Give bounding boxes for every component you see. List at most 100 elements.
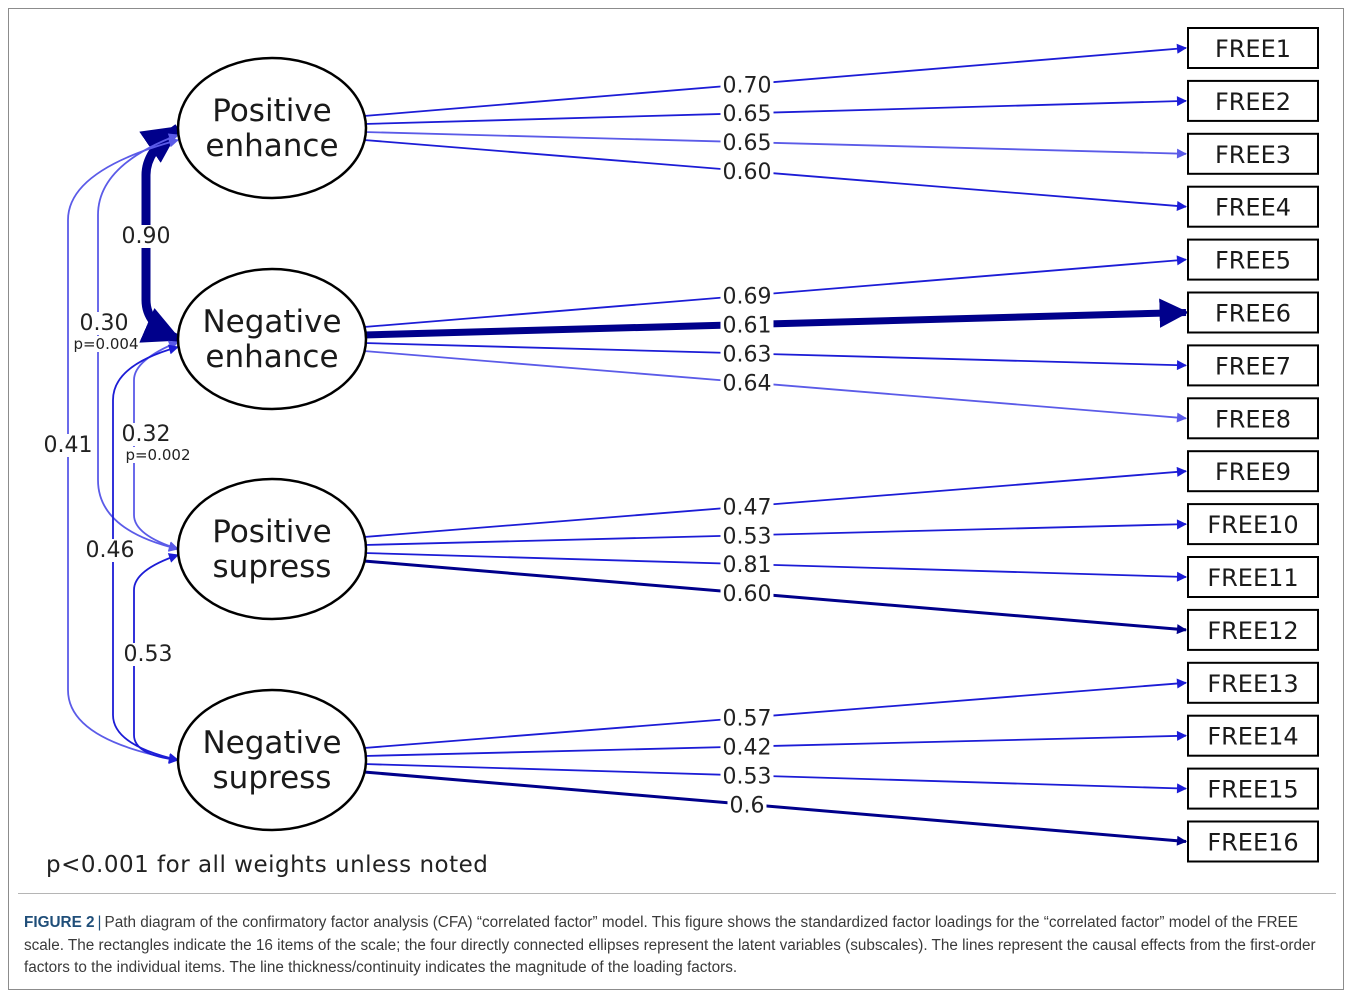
item-label: FREE3 xyxy=(1215,141,1291,169)
loading-label-free6: 0.61 xyxy=(723,314,772,339)
item-rect xyxy=(1187,344,1319,387)
item-box-free4: FREE4 xyxy=(1187,185,1319,228)
caption-divider xyxy=(18,893,1336,894)
correlation-label-ne-ps: 0.32 xyxy=(122,422,171,447)
item-box-free1: FREE1 xyxy=(1187,27,1319,69)
loading-path-free2 xyxy=(363,96,1187,125)
loading-path-free8 xyxy=(363,350,1187,423)
loading-label-bg xyxy=(720,286,774,308)
item-rect xyxy=(1187,238,1319,281)
item-box-free8: FREE8 xyxy=(1187,397,1319,440)
loading-label-free8: 0.64 xyxy=(723,371,772,396)
correlation-label-bg xyxy=(121,643,175,666)
latent-label-line: Positive xyxy=(212,93,332,129)
item-box-free5: FREE5 xyxy=(1187,238,1319,281)
item-rect xyxy=(1187,185,1319,228)
loading-label-free14: 0.42 xyxy=(723,736,772,761)
item-box-free7: FREE7 xyxy=(1187,344,1319,387)
item-label: FREE5 xyxy=(1215,247,1291,275)
item-rect xyxy=(1187,503,1319,546)
item-rect xyxy=(1187,661,1319,704)
loading-label-free12: 0.60 xyxy=(723,582,772,607)
item-label: FREE14 xyxy=(1207,723,1298,751)
correlation-label-pe-ne: 0.90 xyxy=(122,224,171,249)
latent-label-line: enhance xyxy=(205,128,338,164)
item-label: FREE9 xyxy=(1215,458,1291,486)
loading-path-free10 xyxy=(363,519,1187,546)
latent-ellipse xyxy=(176,688,368,832)
item-rect xyxy=(1187,450,1319,493)
loading-paths xyxy=(363,43,1189,846)
correlation-path-ne-ps xyxy=(133,340,179,552)
correlation-label-ne-ns: 0.46 xyxy=(86,538,135,563)
latent-label-line: Positive xyxy=(212,514,332,550)
item-box-free14: FREE14 xyxy=(1187,714,1319,757)
correlation-label-bg xyxy=(41,434,95,457)
item-rect xyxy=(1187,79,1319,122)
correlation-pvalue-ne-ps: p=0.002 xyxy=(125,446,190,464)
item-label: FREE11 xyxy=(1207,564,1298,592)
loading-path-free1 xyxy=(363,43,1187,117)
loading-path-free3 xyxy=(363,131,1187,159)
item-box-free6: FREE6 xyxy=(1187,291,1319,334)
loading-label-bg xyxy=(720,497,774,519)
loading-label-bg xyxy=(720,708,774,730)
correlation-label-bg xyxy=(119,225,173,248)
figure-label: FIGURE 2 xyxy=(24,914,95,931)
item-rect xyxy=(1187,132,1319,175)
item-rect xyxy=(1187,27,1319,69)
latent-label-line: supress xyxy=(213,549,332,585)
latent-ellipse xyxy=(176,56,368,200)
item-rect xyxy=(1187,556,1319,598)
loading-label-bg xyxy=(720,315,774,337)
loading-label-free3: 0.65 xyxy=(723,131,772,156)
loading-label-bg xyxy=(720,104,774,126)
loading-path-free14 xyxy=(363,730,1187,757)
correlation-label-ps-ns: 0.53 xyxy=(124,642,173,667)
path-diagram: 0.70 0.65 0.65 0.60 0.69 0.61 0.63 0.64 0.47 0.53… xyxy=(41,27,1319,863)
loading-label-bg xyxy=(720,737,774,759)
loading-label-bg xyxy=(720,75,774,97)
item-rect xyxy=(1187,608,1319,651)
correlation-pvalue-pe-ps: p=0.004 xyxy=(73,335,138,353)
loading-label-free10: 0.53 xyxy=(723,524,772,549)
loading-label-bg xyxy=(720,162,774,184)
loading-label-bg xyxy=(720,766,774,788)
loading-path-free12 xyxy=(363,559,1187,635)
item-label: FREE12 xyxy=(1207,617,1298,645)
loading-label-free7: 0.63 xyxy=(723,342,772,367)
loading-label-bg xyxy=(727,795,767,817)
item-rect xyxy=(1187,291,1319,334)
loading-path-free11 xyxy=(363,552,1187,582)
item-box-free2: FREE2 xyxy=(1187,79,1319,122)
item-label: FREE2 xyxy=(1215,88,1291,116)
item-box-free9: FREE9 xyxy=(1187,450,1319,493)
latent-label-line: enhance xyxy=(205,339,338,375)
latent-ellipse xyxy=(176,477,368,621)
figure-separator: | xyxy=(97,914,102,931)
loading-label-bg xyxy=(720,555,774,577)
loading-label-bg xyxy=(720,133,774,155)
loading-path-free7 xyxy=(363,342,1187,371)
item-box-free11: FREE11 xyxy=(1187,556,1319,598)
item-rect xyxy=(1187,820,1319,863)
loading-label-free15: 0.53 xyxy=(723,764,772,789)
pvalue-label-bg xyxy=(124,447,192,463)
item-box-free15: FREE15 xyxy=(1187,767,1319,810)
latent-label-line: Negative xyxy=(202,304,341,340)
caption-text: Path diagram of the confirmatory factor … xyxy=(24,914,1316,976)
loading-label-free16: 0.6 xyxy=(730,793,765,818)
loading-path-free15 xyxy=(363,763,1187,794)
loading-path-free4 xyxy=(363,139,1187,211)
loading-path-free5 xyxy=(363,255,1187,328)
loading-label-free5: 0.69 xyxy=(723,285,772,310)
item-label: FREE8 xyxy=(1215,405,1291,433)
item-label: FREE6 xyxy=(1215,300,1291,328)
item-box-free12: FREE12 xyxy=(1187,608,1319,651)
figure-caption: FIGURE 2 | Path diagram of the confirmator… xyxy=(24,912,1324,980)
loading-label-bg xyxy=(720,526,774,548)
loading-path-free16 xyxy=(363,770,1187,846)
item-label: FREE7 xyxy=(1215,352,1291,380)
